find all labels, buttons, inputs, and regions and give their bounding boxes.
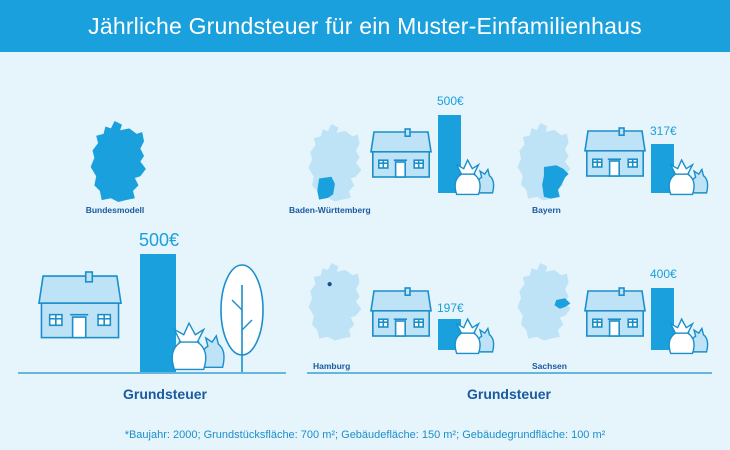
state-highlight xyxy=(554,298,571,309)
trash-bags-icon xyxy=(454,317,495,355)
house-icon xyxy=(370,128,432,178)
data-label: 500€ xyxy=(437,94,464,108)
house-icon xyxy=(38,271,122,339)
trash-bags-icon xyxy=(668,317,709,355)
region-label: Hamburg xyxy=(313,361,350,371)
region-label: Sachsen xyxy=(532,361,567,371)
region-label: Baden-Württemberg xyxy=(289,205,371,215)
tree-icon xyxy=(220,264,264,372)
data-label: 400€ xyxy=(650,267,677,281)
region-label: Bayern xyxy=(532,205,561,215)
section-label-left: Grundsteuer xyxy=(123,386,208,402)
germany-map-icon xyxy=(308,263,362,341)
footnote: *Baujahr: 2000; Grundstücksfläche: 700 m… xyxy=(124,429,606,441)
title-banner: Jährliche Grundsteuer für ein Muster-Ein… xyxy=(0,0,730,52)
germany-map-icon xyxy=(308,124,362,202)
data-label: 317€ xyxy=(650,124,677,138)
germany-map-icon xyxy=(90,121,146,202)
region-label: Bundesmodell xyxy=(86,205,145,215)
data-label: 500€ xyxy=(139,230,179,250)
house-icon xyxy=(370,287,432,337)
house-icon xyxy=(584,287,646,337)
bar-sachsen xyxy=(651,288,674,350)
bar-bayern xyxy=(651,144,674,193)
panel-baden-wuerttemberg: Baden-Württemberg 500€ xyxy=(289,94,495,215)
bar-bundesmodell xyxy=(140,254,176,372)
panel-hamburg: Hamburg 197€ xyxy=(308,263,495,371)
trash-bags-icon xyxy=(171,321,225,371)
section-label-right: Grundsteuer xyxy=(467,386,552,402)
page-title: Jährliche Grundsteuer für ein Muster-Ein… xyxy=(88,12,642,39)
house-icon xyxy=(584,127,646,177)
data-label: 197€ xyxy=(437,301,464,315)
panel-bayern: Bayern 317€ xyxy=(517,123,709,215)
state-highlight xyxy=(542,165,569,199)
state-highlight xyxy=(317,176,335,200)
germany-map-icon xyxy=(517,263,571,341)
panel-bundesmodell: Bundesmodell 500€ Grundsteuer xyxy=(18,121,286,402)
panel-sachsen: Sachsen 400€ xyxy=(517,263,709,371)
trash-bags-icon xyxy=(668,158,709,196)
state-highlight xyxy=(327,282,332,287)
bar-baden-wuerttemberg xyxy=(438,115,461,193)
trash-bags-icon xyxy=(454,158,495,196)
